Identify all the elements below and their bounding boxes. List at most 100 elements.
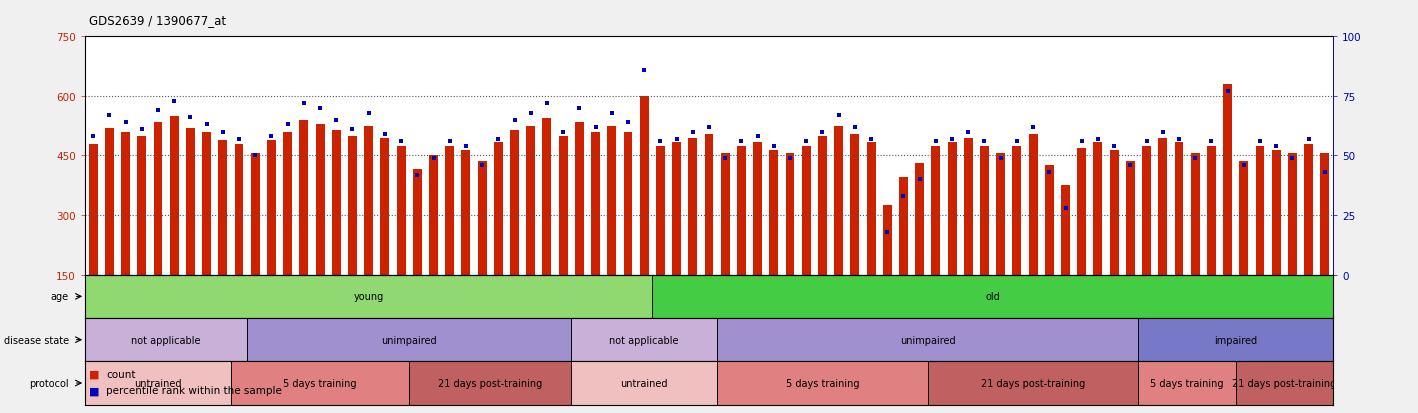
Point (438, 138, 461, 145)
Bar (915, 164, 925, 275)
Point (292, 100, 315, 107)
Text: untrained: untrained (621, 378, 668, 388)
Bar (818, 136, 827, 275)
Bar (672, 142, 681, 275)
Bar (138, 136, 146, 275)
Point (1297, 136, 1320, 143)
Bar (397, 146, 406, 275)
Bar (964, 138, 973, 275)
Text: 21 days post-training: 21 days post-training (1232, 378, 1336, 388)
Point (730, 138, 753, 145)
Bar (688, 138, 698, 275)
Bar (430, 156, 438, 275)
Bar (121, 132, 130, 275)
Point (82, 134, 105, 140)
Point (259, 134, 282, 140)
Bar (1012, 146, 1021, 275)
Point (1054, 205, 1076, 212)
Point (1136, 138, 1159, 145)
Point (909, 177, 932, 183)
Bar (1305, 144, 1313, 275)
Point (1200, 138, 1222, 145)
Point (698, 124, 720, 131)
Bar (980, 146, 988, 275)
Bar (493, 142, 503, 275)
Bar (203, 132, 211, 275)
Bar (316, 124, 325, 275)
Point (406, 172, 428, 178)
Point (357, 110, 380, 116)
Point (876, 229, 899, 235)
Bar (347, 136, 357, 275)
Bar (251, 154, 259, 275)
Text: percentile rank within the sample: percentile rank within the sample (106, 385, 282, 395)
Bar (247, 318, 571, 361)
Bar (218, 140, 227, 275)
Bar (1272, 150, 1280, 275)
Point (617, 119, 640, 126)
Bar (461, 150, 471, 275)
Point (390, 138, 413, 145)
Point (990, 155, 1012, 162)
Text: 21 days post-training: 21 days post-training (438, 378, 542, 388)
Text: unimpaired: unimpaired (900, 335, 956, 345)
Bar (299, 121, 308, 275)
Bar (85, 318, 247, 361)
Point (1103, 143, 1126, 150)
Bar (932, 146, 940, 275)
Point (1119, 162, 1141, 169)
Bar (947, 142, 957, 275)
Bar (786, 154, 794, 275)
Point (1005, 138, 1028, 145)
Point (519, 110, 542, 116)
Text: ■: ■ (89, 385, 99, 395)
Point (746, 134, 769, 140)
Bar (718, 361, 927, 405)
Text: untrained: untrained (135, 378, 182, 388)
Bar (640, 97, 648, 275)
Point (1184, 155, 1207, 162)
Text: unimpaired: unimpaired (381, 335, 437, 345)
Point (471, 162, 493, 169)
Point (130, 127, 153, 133)
Point (98, 112, 121, 119)
Text: young: young (353, 292, 384, 301)
Bar (1110, 150, 1119, 275)
Point (1232, 162, 1255, 169)
Bar (85, 275, 652, 318)
Point (827, 112, 849, 119)
Bar (380, 138, 390, 275)
Point (1313, 169, 1336, 176)
Text: not applicable: not applicable (132, 335, 201, 345)
Bar (1239, 162, 1248, 275)
Bar (332, 131, 340, 275)
Point (211, 129, 234, 135)
Point (342, 127, 364, 133)
Bar (1159, 138, 1167, 275)
Bar (1174, 142, 1184, 275)
Bar (413, 170, 421, 275)
Point (713, 155, 736, 162)
Point (778, 155, 801, 162)
Bar (927, 361, 1139, 405)
Text: protocol: protocol (30, 378, 69, 388)
Point (1151, 129, 1174, 135)
Bar (1235, 361, 1333, 405)
Point (503, 117, 526, 124)
Text: GDS2639 / 1390677_at: GDS2639 / 1390677_at (89, 14, 227, 27)
Bar (652, 275, 1333, 318)
Text: 5 days training: 5 days training (284, 378, 357, 388)
Text: impaired: impaired (1214, 335, 1258, 345)
Bar (1255, 146, 1265, 275)
Point (1038, 169, 1061, 176)
Bar (153, 122, 163, 275)
Point (859, 136, 882, 143)
Bar (753, 142, 761, 275)
Bar (284, 132, 292, 275)
Point (325, 117, 347, 124)
Bar (737, 146, 746, 275)
Point (1249, 138, 1272, 145)
Point (957, 129, 980, 135)
Point (600, 110, 623, 116)
Point (973, 138, 995, 145)
